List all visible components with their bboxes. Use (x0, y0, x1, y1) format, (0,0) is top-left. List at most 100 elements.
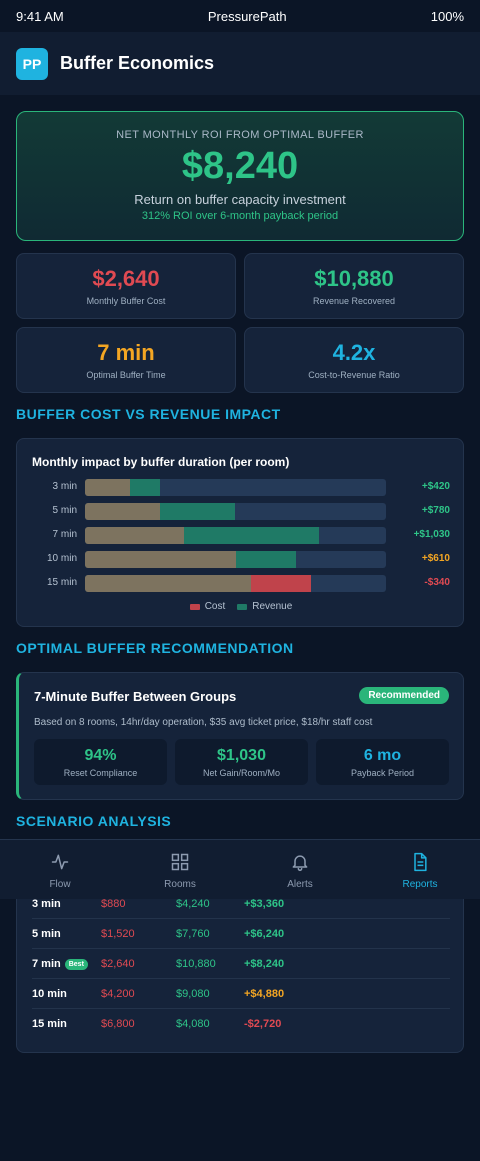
chart-legend: Cost Revenue (17, 601, 465, 612)
bar-row: 10 min +$610 (17, 551, 465, 569)
section-title-chart: BUFFER COST VS REVENUE IMPACT (16, 406, 281, 422)
stat-card-optimal-buffer[interactable]: 7 min Optimal Buffer Time (16, 327, 236, 393)
bar-revenue-segment (130, 479, 160, 496)
table-row[interactable]: 3 min $880 $4,240 +$3,360 (32, 889, 450, 919)
status-bar: 9:41 AM PressurePath 100% (0, 0, 480, 32)
stat-card-cost-ratio[interactable]: 4.2x Cost-to-Revenue Ratio (244, 327, 464, 393)
recommendation-title: 7-Minute Buffer Between Groups (34, 689, 237, 704)
section-title-recommendation: OPTIMAL BUFFER RECOMMENDATION (16, 640, 294, 656)
duration-text: 15 min (32, 1018, 67, 1030)
tab-label: Rooms (164, 879, 196, 890)
hero-kicker: NET MONTHLY ROI FROM OPTIMAL BUFFER (116, 129, 364, 141)
table-row[interactable]: 15 min $6,800 $4,080 -$2,720 (32, 1009, 450, 1039)
bar-row: 5 min +$780 (17, 503, 465, 521)
cell-net: +$6,240 (244, 928, 285, 940)
bar-track (85, 503, 386, 520)
bar-cost-segment (85, 575, 251, 592)
cell-duration: 10 min (32, 988, 67, 1000)
bar-net-value: +$610 (421, 553, 450, 564)
rec-stat-label: Reset Compliance (63, 768, 138, 778)
bottom-tab-bar: Flow Rooms Alerts Reports (0, 839, 480, 899)
cell-revenue: $4,240 (176, 898, 210, 910)
stat-label: Monthly Buffer Cost (86, 296, 166, 306)
roi-hero-card: NET MONTHLY ROI FROM OPTIMAL BUFFER $8,2… (16, 111, 464, 241)
grid-icon (171, 853, 189, 871)
bar-track (85, 551, 386, 568)
section-title-scenario: SCENARIO ANALYSIS (16, 813, 172, 829)
cell-revenue: $7,760 (176, 928, 210, 940)
stat-label: Revenue Recovered (312, 296, 396, 306)
cell-revenue: $9,080 (176, 988, 210, 1000)
cell-net: +$8,240 (244, 958, 285, 970)
bar-category-label: 5 min (52, 505, 77, 516)
tab-label: Alerts (287, 879, 313, 890)
legend-item-cost: Cost (189, 601, 225, 612)
hero-note: 312% ROI over 6-month payback period (141, 210, 339, 222)
scenario-table: 3 min $880 $4,240 +$3,360 5 min $1,520 $7,760 +… (16, 880, 464, 1053)
tab-alerts[interactable]: Alerts (240, 840, 360, 899)
status-time: 9:41 AM (16, 8, 64, 24)
duration-text: 7 min (32, 958, 61, 970)
stat-label: Optimal Buffer Time (86, 370, 166, 380)
cell-cost: $880 (101, 898, 126, 910)
chart-title: Monthly impact by buffer duration (per r… (32, 455, 290, 469)
bell-icon (292, 855, 308, 872)
bar-revenue-segment (236, 551, 296, 568)
app-logo: PP (16, 47, 48, 80)
bar-track (85, 527, 386, 544)
recommendation-description: Based on 8 rooms, 14hr/day operation, $3… (34, 717, 373, 728)
cell-net: +$3,360 (244, 898, 285, 910)
bar-category-label: 15 min (46, 577, 77, 588)
rec-stat-label: Net Gain/Room/Mo (202, 768, 281, 778)
bar-net-value: +$1,030 (413, 529, 450, 540)
duration-text: 3 min (32, 898, 61, 910)
best-badge: Best (64, 959, 88, 970)
stat-card-revenue-recovered[interactable]: $10,880 Revenue Recovered (244, 253, 464, 319)
rec-stat-payback: 6 mo Payback Period (316, 739, 449, 785)
cell-cost: $1,520 (101, 928, 135, 940)
stat-value: $10,880 (314, 266, 394, 291)
stat-value: 7 min (97, 340, 155, 365)
cell-duration: 15 min (32, 1018, 67, 1030)
bar-revenue-segment (251, 575, 311, 592)
bar-cost-segment (85, 479, 130, 496)
cell-net: -$2,720 (244, 1018, 282, 1030)
cell-net: +$4,880 (244, 988, 285, 1000)
cell-duration: 3 min (32, 898, 61, 910)
cell-duration: 5 min (32, 928, 61, 940)
tab-reports[interactable]: Reports (360, 840, 480, 899)
bar-net-value: +$780 (421, 505, 450, 516)
bar-track (85, 575, 386, 592)
buffer-impact-chart: Monthly impact by buffer duration (per r… (16, 438, 464, 627)
hero-value: $8,240 (181, 145, 299, 187)
bar-row: 7 min +$1,030 (17, 527, 465, 545)
cell-cost: $6,800 (101, 1018, 135, 1030)
table-row[interactable]: 5 min $1,520 $7,760 +$6,240 (32, 919, 450, 949)
document-icon (414, 852, 427, 872)
activity-icon (51, 854, 69, 870)
table-row[interactable]: 10 min $4,200 $9,080 +$4,880 (32, 979, 450, 1009)
status-app-name: PressurePath (207, 8, 287, 24)
tab-label: Flow (49, 879, 71, 890)
tab-rooms[interactable]: Rooms (120, 840, 240, 899)
cell-duration: 7 min Best (32, 958, 88, 970)
legend-item-revenue: Revenue (237, 601, 292, 612)
bar-net-value: +$420 (421, 481, 450, 492)
duration-text: 10 min (32, 988, 67, 1000)
rec-stat-net-gain: $1,030 Net Gain/Room/Mo (175, 739, 308, 785)
cell-revenue: $4,080 (176, 1018, 210, 1030)
stat-label: Cost-to-Revenue Ratio (308, 370, 400, 380)
bar-row: 3 min +$420 (17, 479, 465, 497)
tab-flow[interactable]: Flow (0, 840, 120, 899)
table-row[interactable]: 7 min Best $2,640 $10,880 +$8,240 (32, 949, 450, 979)
stat-card-buffer-cost[interactable]: $2,640 Monthly Buffer Cost (16, 253, 236, 319)
bar-cost-segment (85, 527, 184, 544)
rec-stat-value: 6 mo (363, 747, 402, 764)
bar-track (85, 479, 386, 496)
rec-stat-compliance: 94% Reset Compliance (34, 739, 167, 785)
bar-cost-segment (85, 503, 160, 520)
duration-text: 5 min (32, 928, 61, 940)
page-title: Buffer Economics (60, 53, 215, 73)
rec-stat-label: Payback Period (350, 768, 415, 778)
hero-subtitle: Return on buffer capacity investment (134, 192, 346, 207)
